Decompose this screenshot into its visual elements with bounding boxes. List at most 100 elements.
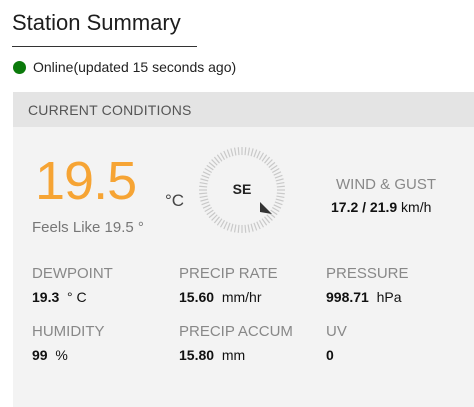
precip-accum-unit: mm — [221, 347, 246, 363]
compass-tick — [211, 214, 218, 221]
compass-tick — [256, 150, 261, 159]
pressure-label: PRESSURE — [326, 265, 409, 282]
compass-tick — [270, 164, 278, 171]
humidity-value: 99 % — [32, 347, 68, 363]
compass-tick — [276, 195, 285, 199]
pressure-value: 998.71 hPa — [326, 289, 402, 305]
compass-tick — [264, 156, 271, 164]
compass-tick — [213, 156, 220, 164]
wind-unit: km/h — [397, 199, 432, 215]
compass-tick — [275, 178, 284, 182]
compass-tick — [208, 161, 216, 168]
uv-number: 0 — [326, 347, 334, 363]
compass-tick — [258, 152, 265, 160]
compass-tick — [253, 222, 258, 231]
wind-direction-arrow-icon — [260, 202, 272, 214]
compass-tick — [216, 154, 223, 162]
wind-gust-values: 17.2 / 21.9 km/h — [331, 199, 431, 215]
compass-tick — [213, 216, 220, 224]
compass-tick — [223, 150, 228, 159]
compass-tick — [264, 216, 271, 224]
title-underline — [12, 46, 197, 47]
compass-tick — [247, 147, 251, 156]
uv-label: UV — [326, 323, 347, 340]
wind-direction-label: SE — [232, 181, 252, 197]
compass-tick — [230, 223, 234, 232]
compass-tick — [202, 171, 211, 176]
compass-tick — [274, 201, 283, 206]
compass-tick — [250, 223, 254, 232]
compass-tick — [274, 174, 283, 179]
dewpoint-number: 19.3 — [32, 289, 60, 305]
compass-tick — [273, 171, 282, 176]
compass-tick — [272, 167, 280, 174]
compass-tick — [226, 222, 231, 231]
compass-tick — [253, 149, 258, 158]
compass-tick — [237, 224, 240, 233]
compass-tick — [237, 147, 240, 156]
compass-tick — [202, 204, 211, 209]
compass-tick — [276, 192, 285, 195]
panel-header: CURRENT CONDITIONS — [13, 92, 474, 127]
compass-tick — [273, 204, 282, 209]
compass-tick — [211, 159, 218, 166]
humidity-unit: % — [55, 347, 68, 363]
compass-tick — [200, 198, 209, 202]
compass-tick — [200, 178, 209, 182]
compass-tick — [201, 174, 210, 179]
wind-gust-label: WIND & GUST — [336, 176, 436, 193]
compass-tick — [216, 218, 223, 226]
compass-tick — [244, 147, 247, 156]
humidity-number: 99 — [32, 347, 48, 363]
humidity-label: HUMIDITY — [32, 323, 105, 340]
compass-tick — [261, 218, 268, 226]
precip-accum-value: 15.80 mm — [179, 347, 245, 363]
compass-tick — [204, 206, 212, 213]
pressure-number: 998.71 — [326, 289, 369, 305]
compass-tick — [204, 167, 212, 174]
precip-rate-number: 15.60 — [179, 289, 215, 305]
compass-tick — [275, 198, 284, 202]
compass-tick — [219, 152, 226, 160]
compass-tick — [199, 181, 208, 185]
compass-tick — [276, 185, 285, 188]
compass-tick — [226, 149, 231, 158]
precip-rate-label: PRECIP RATE — [179, 265, 278, 282]
compass-tick — [223, 221, 228, 230]
wind-speed: 17.2 — [331, 199, 359, 215]
compass-tick — [261, 154, 268, 162]
compass-tick — [268, 161, 276, 168]
station-status: Online(updated 15 seconds ago) — [13, 58, 236, 76]
uv-value: 0 — [326, 347, 334, 363]
status-text: Online(updated 15 seconds ago) — [33, 59, 237, 75]
compass-tick — [233, 224, 237, 233]
compass-tick — [244, 224, 247, 233]
compass-tick — [219, 220, 226, 228]
feels-like: Feels Like 19.5 ° — [32, 219, 144, 236]
current-conditions-panel: CURRENT CONDITIONS 19.5 °C Feels Like 19… — [13, 92, 474, 407]
wind-direction-compass: SE — [198, 146, 286, 234]
page-title: Station Summary — [12, 10, 181, 35]
dewpoint-label: DEWPOINT — [32, 265, 113, 282]
temperature-unit: °C — [165, 191, 185, 210]
precip-rate-value: 15.60 mm/hr — [179, 289, 262, 305]
compass-tick — [266, 214, 273, 221]
compass-tick — [230, 148, 234, 157]
compass-tick — [266, 159, 273, 166]
compass-tick — [258, 220, 265, 228]
precip-rate-unit: mm/hr — [221, 289, 262, 305]
online-status-icon — [13, 60, 26, 74]
compass-tick — [276, 181, 285, 185]
gust-speed: 21.9 — [369, 199, 398, 215]
precip-accum-number: 15.80 — [179, 347, 215, 363]
pressure-unit: hPa — [376, 289, 402, 305]
dewpoint-value: 19.3 ° C — [32, 289, 87, 305]
wind-separator: / — [358, 199, 370, 215]
compass-tick — [233, 147, 237, 156]
compass-tick — [199, 185, 208, 188]
compass-tick — [208, 212, 216, 219]
compass-tick — [272, 206, 280, 213]
compass-tick — [206, 209, 214, 216]
precip-accum-label: PRECIP ACCUM — [179, 323, 293, 340]
compass-tick — [206, 164, 214, 171]
